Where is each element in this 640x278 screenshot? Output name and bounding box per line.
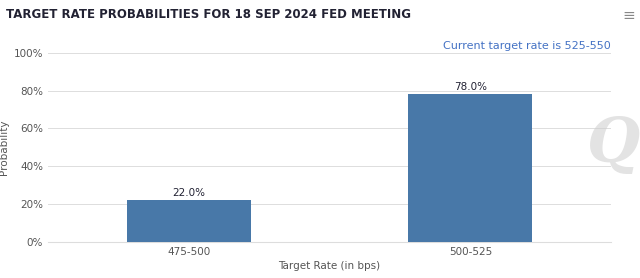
X-axis label: Target Rate (in bps): Target Rate (in bps) (278, 261, 381, 271)
Y-axis label: Probability: Probability (0, 120, 10, 175)
Bar (127, 200, 251, 242)
Text: Q: Q (586, 115, 640, 175)
Text: Current target rate is 525-550: Current target rate is 525-550 (444, 41, 611, 51)
Bar (408, 95, 532, 242)
Text: 78.0%: 78.0% (454, 82, 487, 92)
Text: ≡: ≡ (623, 8, 636, 23)
Text: 22.0%: 22.0% (172, 188, 205, 198)
Text: TARGET RATE PROBABILITIES FOR 18 SEP 2024 FED MEETING: TARGET RATE PROBABILITIES FOR 18 SEP 202… (6, 8, 412, 21)
